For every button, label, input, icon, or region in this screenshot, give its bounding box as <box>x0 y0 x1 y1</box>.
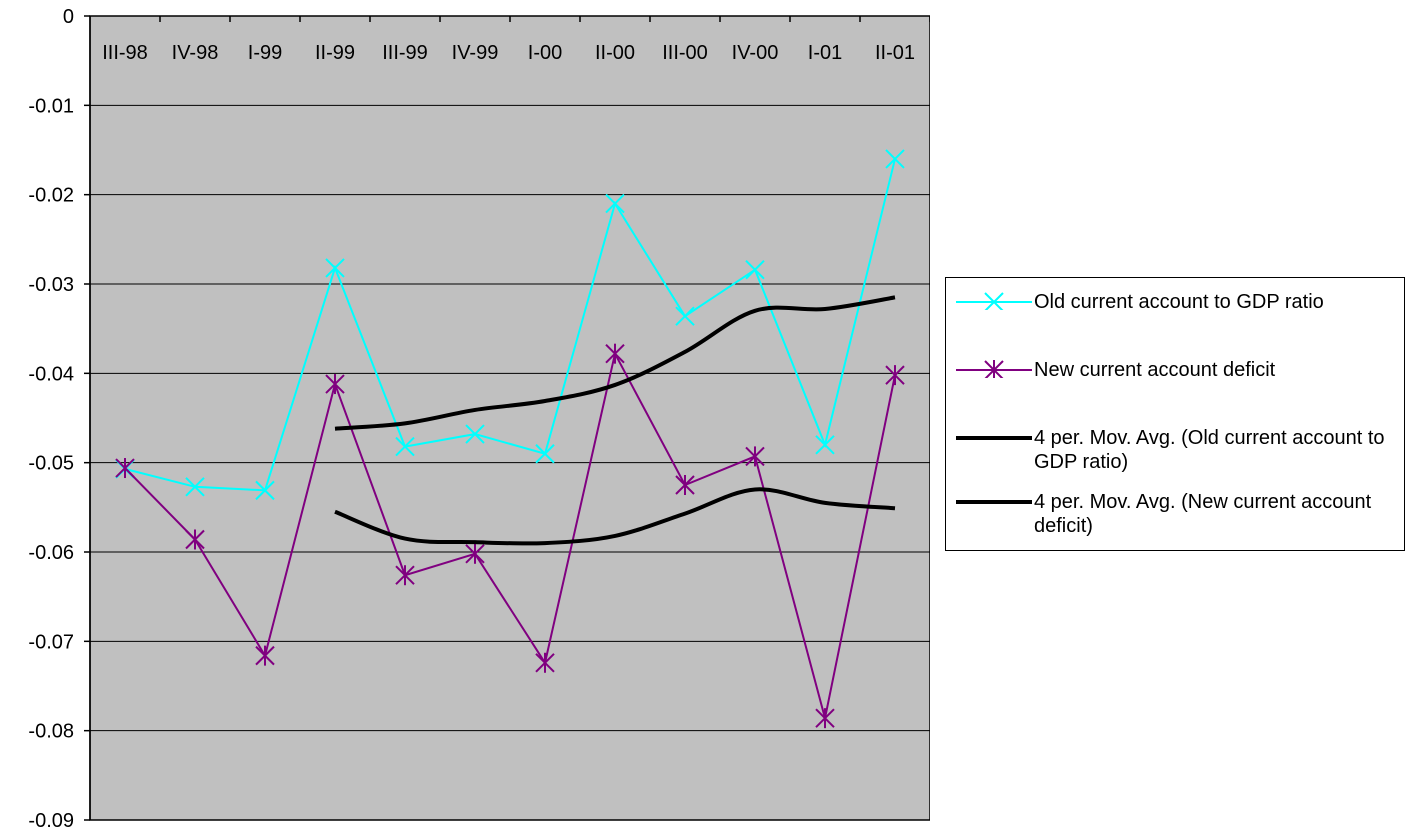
legend: Old current account to GDP ratio New curr… <box>945 277 1405 551</box>
data-point <box>535 444 555 464</box>
data-point <box>465 543 485 564</box>
y-tick-label: -0.01 <box>28 95 74 117</box>
x-tick-label: I-00 <box>528 42 562 64</box>
data-point <box>325 374 345 395</box>
series-line <box>124 350 896 719</box>
series-2 <box>115 343 905 729</box>
data-point <box>185 529 205 550</box>
x-tick-label: III-00 <box>662 42 708 64</box>
data-point <box>395 565 415 586</box>
legend-label: 4 per. Mov. Avg. (New current account de… <box>1034 491 1372 537</box>
data-point <box>745 446 765 467</box>
data-point <box>675 475 695 495</box>
y-tick-label: -0.05 <box>28 453 74 475</box>
y-tick-label: -0.03 <box>28 274 74 296</box>
data-point <box>885 149 905 169</box>
x-tick-label: III-98 <box>102 42 148 64</box>
data-point <box>675 306 695 326</box>
data-point <box>815 435 835 455</box>
y-tick-label: -0.09 <box>28 810 74 832</box>
legend-label: New current account deficit <box>1034 359 1276 381</box>
series-line <box>124 158 896 492</box>
plot-area <box>89 15 930 821</box>
legend-item-1: Old current account to GDP ratio <box>956 290 1324 314</box>
data-point <box>185 477 205 497</box>
series-3 <box>334 295 896 431</box>
data-point <box>745 259 765 280</box>
x-tick-label: II-01 <box>875 42 915 64</box>
y-tick-label: 0 <box>63 6 74 28</box>
data-point <box>984 292 1004 310</box>
data-point <box>255 645 275 666</box>
legend-label: 4 per. Mov. Avg. (Old current account to… <box>1034 427 1385 473</box>
legend-swatch <box>956 292 1032 310</box>
data-point <box>115 458 135 479</box>
data-point <box>815 708 835 729</box>
x-tick-label: I-01 <box>808 42 842 64</box>
y-tick-label: -0.08 <box>28 721 74 743</box>
data-point <box>605 193 625 214</box>
series-4 <box>334 487 896 546</box>
x-tick-label: IV-99 <box>452 42 499 64</box>
trend-line <box>334 295 896 431</box>
trend-line <box>334 487 896 546</box>
legend-label: Old current account to GDP ratio <box>1034 291 1324 313</box>
x-tick-label: I-99 <box>248 42 282 64</box>
y-axis: 0 -0.01 -0.02 -0.03 -0.04 -0.05 -0.06 -0.07 -0.0… <box>28 6 91 832</box>
legend-swatch <box>956 360 1032 378</box>
data-point <box>395 436 415 457</box>
series-group <box>115 149 905 729</box>
data-point <box>535 652 555 673</box>
data-point <box>605 343 625 364</box>
data-point <box>885 365 905 386</box>
data-point <box>465 424 485 444</box>
y-tick-label: -0.04 <box>28 363 74 385</box>
legend-item-2: New current account deficit <box>956 358 1275 382</box>
x-axis-labels: III-98 IV-98 I-99 II-99 III-99 IV-99 I-00 II-00… <box>102 16 930 64</box>
y-tick-label: -0.06 <box>28 542 74 564</box>
data-point <box>984 360 1004 378</box>
x-tick-label: III-99 <box>382 42 428 64</box>
x-tick-label: IV-98 <box>172 42 219 64</box>
x-tick-label: IV-00 <box>732 42 779 64</box>
data-point <box>325 258 345 278</box>
legend-item-4: 4 per. Mov. Avg. (New current account de… <box>956 490 1404 538</box>
gridlines <box>90 104 930 732</box>
legend-item-3: 4 per. Mov. Avg. (Old current account to… <box>956 426 1404 474</box>
legend-swatch <box>956 500 1032 504</box>
y-tick-label: -0.07 <box>28 631 74 653</box>
x-tick-label: II-00 <box>595 42 635 64</box>
chart-canvas: 0 -0.01 -0.02 -0.03 -0.04 -0.05 -0.06 -0.07 -0.0… <box>28 6 930 832</box>
x-tick-label: II-99 <box>315 42 355 64</box>
y-tick-label: -0.02 <box>28 185 74 207</box>
legend-swatch <box>956 436 1032 440</box>
data-point <box>255 480 275 501</box>
series-1 <box>115 149 905 501</box>
